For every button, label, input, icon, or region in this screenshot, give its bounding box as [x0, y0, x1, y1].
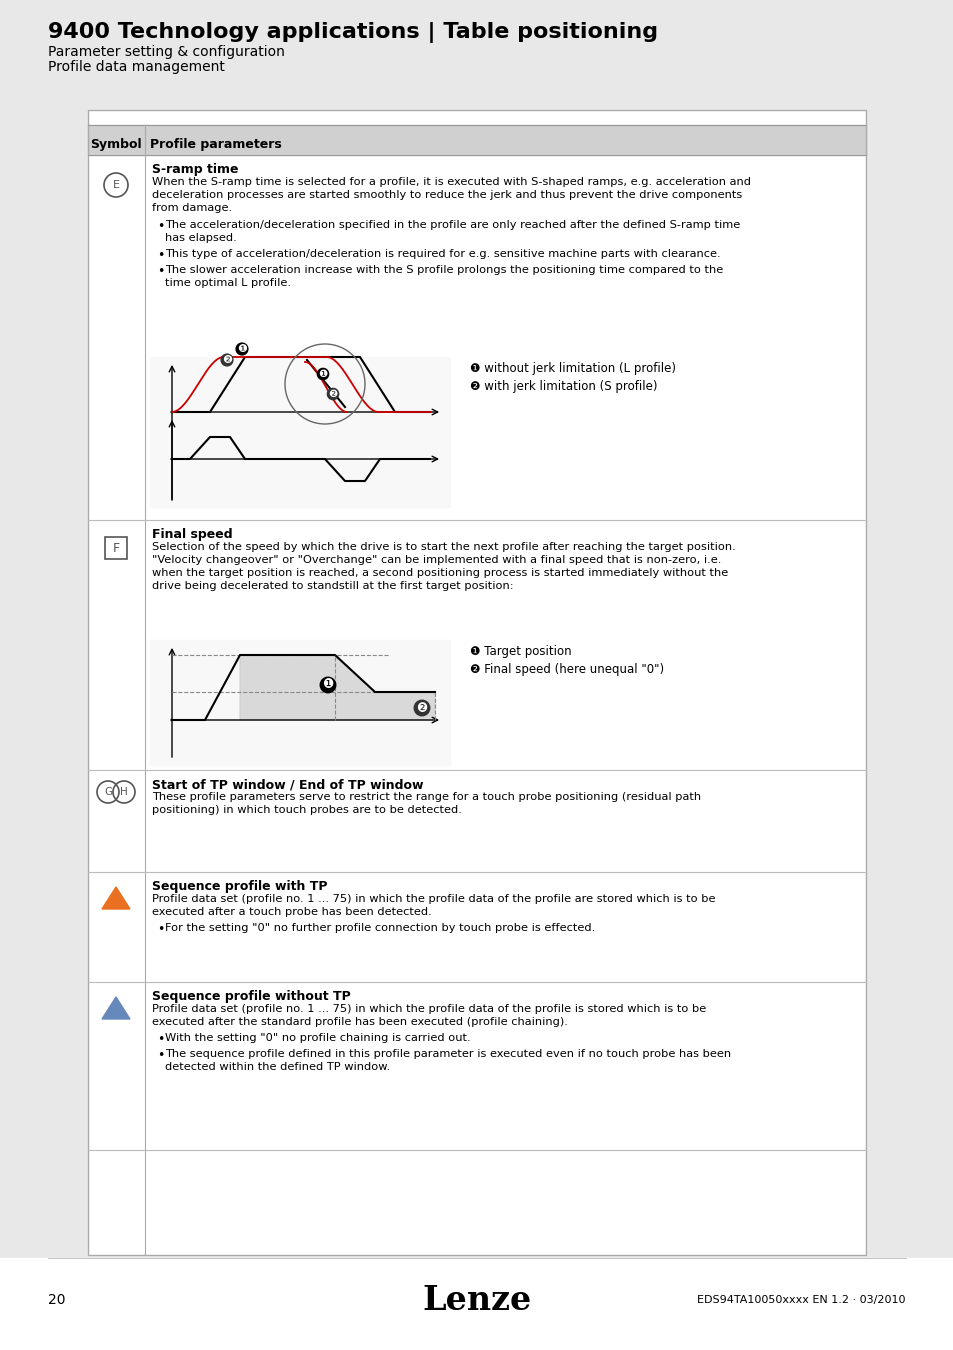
Text: Selection of the speed by which the drive is to start the next profile after rea: Selection of the speed by which the driv…: [152, 541, 735, 552]
Bar: [150, 356, 450, 508]
Text: E: E: [112, 180, 119, 190]
Text: "Velocity changeover" or "Overchange" can be implemented with a final speed that: "Velocity changeover" or "Overchange" ca…: [152, 555, 720, 566]
Polygon shape: [102, 998, 130, 1019]
Text: ❶: ❶: [318, 369, 327, 379]
Text: Final speed: Final speed: [152, 528, 233, 541]
Text: Sequence profile with TP: Sequence profile with TP: [152, 880, 327, 892]
Text: vₚₒₛ: vₚₒₛ: [151, 649, 168, 660]
Text: ❷ Final speed (here unequal "0"): ❷ Final speed (here unequal "0"): [470, 663, 663, 676]
Text: drive being decelerated to standstill at the first target position:: drive being decelerated to standstill at…: [152, 580, 513, 591]
Text: t [s]: t [s]: [425, 462, 444, 472]
Text: •: •: [157, 1033, 164, 1046]
Text: Profile data set (profile no. 1 ... 75) in which the profile data of the profile: Profile data set (profile no. 1 ... 75) …: [152, 1004, 705, 1014]
Bar: [88, 126, 865, 155]
Text: ❶: ❶: [322, 679, 334, 691]
Text: from damage.: from damage.: [152, 202, 232, 213]
Text: ❷: ❷: [328, 389, 337, 400]
Text: This type of acceleration/deceleration is required for e.g. sensitive machine pa: This type of acceleration/deceleration i…: [165, 248, 720, 259]
Text: For the setting "0" no further profile connection by touch probe is effected.: For the setting "0" no further profile c…: [165, 923, 595, 933]
Text: Parameter setting & configuration: Parameter setting & configuration: [48, 45, 285, 59]
Text: •: •: [157, 1049, 164, 1062]
Text: executed after a touch probe has been detected.: executed after a touch probe has been de…: [152, 907, 432, 917]
Text: 20: 20: [48, 1293, 66, 1307]
Text: Sequence profile without TP: Sequence profile without TP: [152, 990, 351, 1003]
Text: •: •: [157, 265, 164, 278]
Text: When the S-ramp time is selected for a profile, it is executed with S-shaped ram: When the S-ramp time is selected for a p…: [152, 177, 750, 188]
Text: Profile data management: Profile data management: [48, 59, 225, 74]
Bar: [88, 109, 865, 1256]
Text: ❷: ❷: [222, 355, 232, 364]
Text: 9400 Technology applications | Table positioning: 9400 Technology applications | Table pos…: [48, 22, 658, 43]
Bar: [0, 0, 953, 95]
Text: t [s]: t [s]: [425, 414, 444, 425]
Text: Lenze: Lenze: [422, 1284, 531, 1316]
Text: ❷ with jerk limitation (S profile): ❷ with jerk limitation (S profile): [470, 379, 657, 393]
Text: S-ramp time: S-ramp time: [152, 163, 238, 176]
Text: The sequence profile defined in this profile parameter is executed even if no to: The sequence profile defined in this pro…: [165, 1049, 730, 1058]
Text: when the target position is reached, a second positioning process is started imm: when the target position is reached, a s…: [152, 568, 727, 578]
Text: Profile parameters: Profile parameters: [150, 138, 281, 151]
Text: Symbol: Symbol: [91, 138, 142, 151]
Bar: [88, 109, 865, 1256]
Text: With the setting "0" no profile chaining is carried out.: With the setting "0" no profile chaining…: [165, 1033, 470, 1044]
Text: ❶ Target position: ❶ Target position: [470, 645, 571, 657]
Text: deceleration processes are started smoothly to reduce the jerk and thus prevent : deceleration processes are started smoot…: [152, 190, 741, 200]
Text: ❶: ❶: [236, 344, 247, 354]
Text: The acceleration/deceleration specified in the profile are only reached after th: The acceleration/deceleration specified …: [165, 220, 740, 230]
Text: detected within the defined TP window.: detected within the defined TP window.: [165, 1062, 390, 1072]
Text: Profile data set (profile no. 1 ... 75) in which the profile data of the profile: Profile data set (profile no. 1 ... 75) …: [152, 894, 715, 904]
Text: positioning) in which touch probes are to be detected.: positioning) in which touch probes are t…: [152, 805, 461, 815]
Text: executed after the standard profile has been executed (profile chaining).: executed after the standard profile has …: [152, 1017, 567, 1027]
Text: •: •: [157, 248, 164, 262]
Text: EDS94TA10050xxxx EN 1.2 · 03/2010: EDS94TA10050xxxx EN 1.2 · 03/2010: [697, 1295, 905, 1305]
Text: G: G: [104, 787, 112, 796]
Text: •: •: [157, 220, 164, 234]
Text: •: •: [157, 923, 164, 936]
Text: The slower acceleration increase with the S profile prolongs the positioning tim: The slower acceleration increase with th…: [165, 265, 722, 275]
Text: ❷: ❷: [416, 702, 427, 714]
Text: vₑₙₙ: vₑₙₙ: [151, 687, 168, 697]
Text: ❶ without jerk limitation (L profile): ❶ without jerk limitation (L profile): [470, 362, 676, 375]
Bar: [0, 1258, 953, 1350]
Text: time optimal L profile.: time optimal L profile.: [165, 278, 291, 288]
Text: a: a: [154, 414, 161, 425]
Text: Start of TP window / End of TP window: Start of TP window / End of TP window: [152, 778, 423, 791]
Text: F: F: [112, 541, 119, 555]
Text: These profile parameters serve to restrict the range for a touch probe positioni: These profile parameters serve to restri…: [152, 792, 700, 802]
Text: v [m/s]: v [m/s]: [154, 356, 190, 367]
Text: v [m/s]: v [m/s]: [154, 640, 190, 649]
Text: H: H: [120, 787, 128, 796]
Polygon shape: [240, 655, 435, 720]
Polygon shape: [102, 887, 130, 909]
Bar: [150, 640, 450, 765]
Text: has elapsed.: has elapsed.: [165, 234, 236, 243]
Text: t [s]: t [s]: [425, 724, 444, 733]
